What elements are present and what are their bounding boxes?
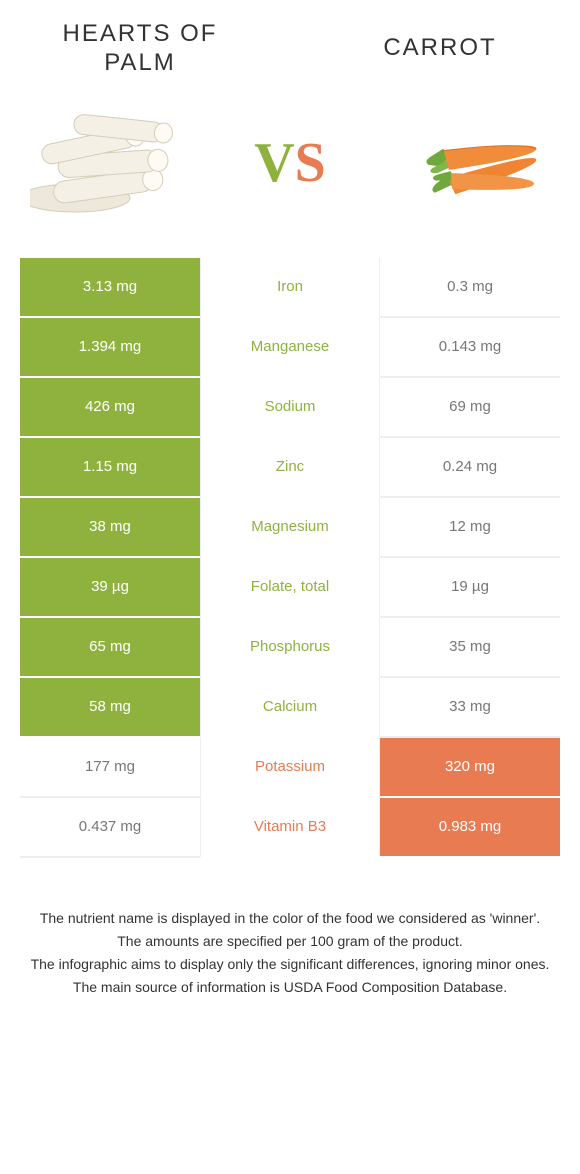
cell-nutrient-label: Manganese [200, 318, 380, 378]
vs-v-letter: V [254, 132, 294, 194]
footer-line-4: The main source of information is USDA F… [30, 977, 550, 998]
footer-line-2: The amounts are specified per 100 gram o… [30, 931, 550, 952]
cell-nutrient-label: Magnesium [200, 498, 380, 558]
table-row: 38 mgMagnesium12 mg [20, 498, 560, 558]
cell-nutrient-label: Iron [200, 258, 380, 318]
cell-left-value: 0.437 mg [20, 798, 200, 858]
food-left-title: Hearts ofPalm [40, 20, 240, 78]
footer-line-3: The infographic aims to display only the… [30, 954, 550, 975]
cell-right-value: 12 mg [380, 498, 560, 558]
food-right-title: Carrot [340, 34, 540, 63]
cell-nutrient-label: Sodium [200, 378, 380, 438]
vs-badge: VS [254, 131, 326, 195]
cell-nutrient-label: Zinc [200, 438, 380, 498]
table-row: 58 mgCalcium33 mg [20, 678, 560, 738]
cell-nutrient-label: Calcium [200, 678, 380, 738]
cell-left-value: 3.13 mg [20, 258, 200, 318]
table-row: 177 mgPotassium320 mg [20, 738, 560, 798]
cell-left-value: 39 µg [20, 558, 200, 618]
cell-left-value: 426 mg [20, 378, 200, 438]
cell-right-value: 69 mg [380, 378, 560, 438]
cell-right-value: 19 µg [380, 558, 560, 618]
cell-left-value: 58 mg [20, 678, 200, 738]
images-row: VS [0, 88, 580, 258]
table-row: 39 µgFolate, total19 µg [20, 558, 560, 618]
table-row: 1.394 mgManganese0.143 mg [20, 318, 560, 378]
cell-right-value: 33 mg [380, 678, 560, 738]
table-row: 3.13 mgIron0.3 mg [20, 258, 560, 318]
cell-right-value: 320 mg [380, 738, 560, 798]
cell-right-value: 0.983 mg [380, 798, 560, 858]
cell-nutrient-label: Phosphorus [200, 618, 380, 678]
hearts-of-palm-image [30, 98, 180, 228]
carrot-image [400, 98, 550, 228]
vs-s-letter: S [295, 132, 326, 194]
cell-left-value: 1.394 mg [20, 318, 200, 378]
table-row: 65 mgPhosphorus35 mg [20, 618, 560, 678]
table-row: 1.15 mgZinc0.24 mg [20, 438, 560, 498]
cell-left-value: 177 mg [20, 738, 200, 798]
cell-nutrient-label: Vitamin B3 [200, 798, 380, 858]
cell-right-value: 35 mg [380, 618, 560, 678]
cell-right-value: 0.3 mg [380, 258, 560, 318]
cell-nutrient-label: Folate, total [200, 558, 380, 618]
cell-left-value: 1.15 mg [20, 438, 200, 498]
cell-left-value: 38 mg [20, 498, 200, 558]
cell-left-value: 65 mg [20, 618, 200, 678]
cell-right-value: 0.24 mg [380, 438, 560, 498]
footer-notes: The nutrient name is displayed in the co… [0, 858, 580, 1020]
footer-line-1: The nutrient name is displayed in the co… [30, 908, 550, 929]
cell-right-value: 0.143 mg [380, 318, 560, 378]
table-row: 0.437 mgVitamin B30.983 mg [20, 798, 560, 858]
table-row: 426 mgSodium69 mg [20, 378, 560, 438]
cell-nutrient-label: Potassium [200, 738, 380, 798]
header: Hearts ofPalm Carrot [0, 0, 580, 88]
comparison-table: 3.13 mgIron0.3 mg1.394 mgManganese0.143 … [20, 258, 560, 858]
